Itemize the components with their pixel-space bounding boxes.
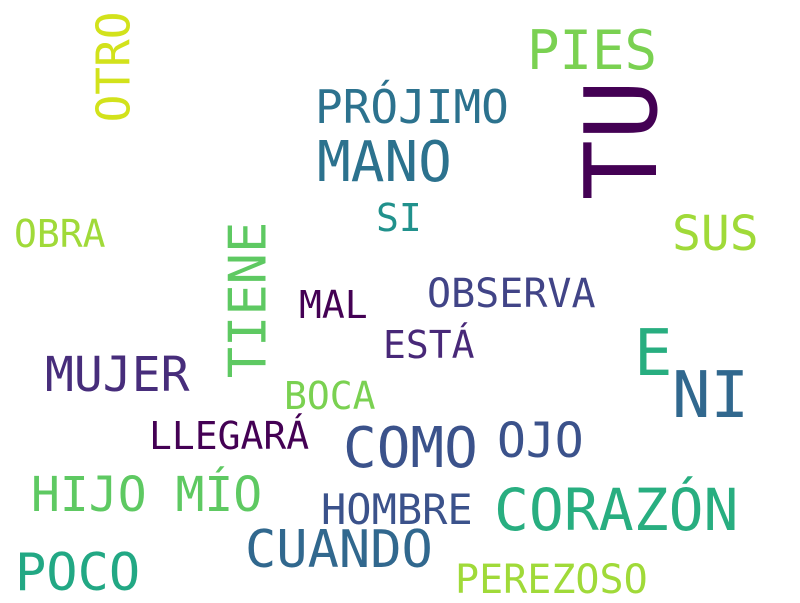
- word-hombre: HOMBRE: [321, 485, 473, 534]
- word-boca: BOCA: [284, 374, 376, 418]
- word-sus: SUS: [672, 206, 759, 262]
- word-ojo: OJO: [497, 413, 584, 469]
- word-pies: PIES: [527, 19, 658, 82]
- word-otro: OTRO: [86, 11, 141, 123]
- word-obra: OBRA: [14, 212, 106, 256]
- word-perezoso: PEREZOSO: [455, 557, 648, 603]
- word-corazon: CORAZÓN: [494, 476, 739, 544]
- word-e: E: [634, 317, 673, 391]
- word-mujer: MUJER: [45, 347, 190, 403]
- word-mano: MANO: [317, 130, 452, 195]
- word-como: COMO: [343, 416, 478, 481]
- word-hijo-mio: HIJO MÍO: [31, 467, 263, 523]
- word-tu: TU: [563, 79, 681, 201]
- word-cuando: CUANDO: [245, 520, 433, 580]
- word-poco: POCO: [15, 543, 141, 603]
- word-tiene: TIENE: [218, 221, 279, 379]
- word-si: SI: [376, 196, 422, 240]
- word-observa: OBSERVA: [427, 271, 596, 317]
- word-esta: ESTÁ: [383, 323, 475, 367]
- word-llegara: LLEGARÁ: [149, 414, 310, 458]
- word-mal: MAL: [299, 283, 368, 327]
- word-ni: NI: [672, 359, 750, 433]
- word-projimo: PRÓJIMO: [315, 80, 509, 134]
